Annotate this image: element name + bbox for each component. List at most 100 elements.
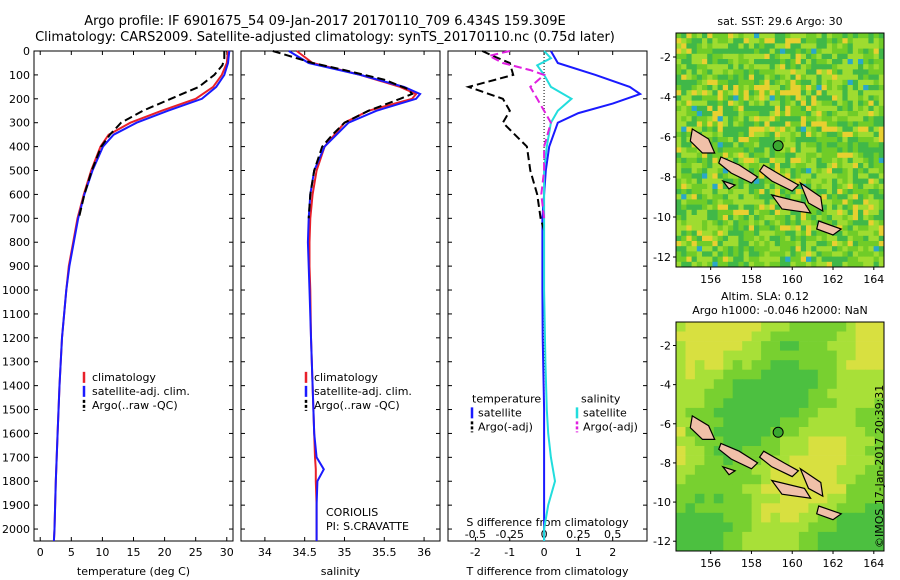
map-cell bbox=[847, 137, 854, 143]
map-cell bbox=[865, 417, 875, 428]
map-cell bbox=[712, 111, 718, 117]
map-cell bbox=[795, 251, 802, 257]
map-cell bbox=[733, 157, 739, 164]
map-cell bbox=[855, 369, 866, 380]
map-cell bbox=[743, 95, 750, 101]
map-cell bbox=[713, 379, 724, 390]
island-shape bbox=[815, 220, 843, 236]
map-cell bbox=[681, 215, 687, 221]
map-cell bbox=[774, 209, 781, 216]
map-cell bbox=[691, 251, 698, 257]
map-cell bbox=[847, 215, 854, 221]
map-cell bbox=[816, 215, 822, 221]
map-cell bbox=[676, 204, 682, 211]
map-cell bbox=[764, 64, 770, 70]
map-cell bbox=[855, 341, 866, 351]
map-cell bbox=[878, 64, 885, 70]
map-cell bbox=[722, 209, 729, 216]
map-cell bbox=[713, 493, 724, 504]
map-cell bbox=[874, 417, 885, 428]
map-cell bbox=[852, 194, 859, 200]
map-cell bbox=[868, 220, 874, 226]
map-cell bbox=[878, 85, 885, 91]
map-cell bbox=[863, 64, 869, 70]
map-cell bbox=[717, 48, 724, 55]
map-cell bbox=[852, 199, 859, 205]
map-cell bbox=[858, 38, 864, 44]
map-cell bbox=[686, 230, 692, 237]
map-cell bbox=[852, 137, 859, 143]
map-cell bbox=[728, 64, 734, 70]
map-cell bbox=[728, 173, 734, 179]
map-cell bbox=[846, 369, 857, 380]
map-cell bbox=[868, 189, 874, 195]
map-cell bbox=[759, 246, 765, 252]
map-cell bbox=[780, 220, 786, 226]
map-cell bbox=[754, 137, 760, 143]
map-cell bbox=[702, 43, 708, 49]
map-cell bbox=[789, 331, 800, 342]
map-cell bbox=[702, 152, 708, 159]
map-cell bbox=[764, 79, 770, 86]
map-cell bbox=[742, 331, 753, 342]
map-cell bbox=[811, 215, 817, 221]
map-cell bbox=[676, 173, 682, 179]
map-cell bbox=[816, 74, 822, 81]
map-cell bbox=[808, 512, 819, 523]
map-cell bbox=[832, 90, 838, 96]
map-cell bbox=[795, 142, 802, 148]
map-cell bbox=[748, 69, 755, 75]
map-cell bbox=[816, 251, 822, 257]
map-cell bbox=[722, 251, 729, 257]
map-cell bbox=[728, 85, 734, 91]
map-cell bbox=[676, 95, 682, 101]
map-cell bbox=[774, 64, 781, 70]
map-cell bbox=[858, 43, 864, 49]
map-cell bbox=[842, 230, 848, 237]
map-cell bbox=[686, 189, 692, 195]
map-cell bbox=[723, 379, 734, 390]
map-cell bbox=[785, 147, 791, 153]
map-cell bbox=[837, 147, 843, 153]
map-cell bbox=[774, 220, 781, 226]
map-cell bbox=[863, 163, 869, 169]
map-cell bbox=[863, 85, 869, 91]
map-cell bbox=[728, 116, 734, 122]
map-cell bbox=[821, 204, 828, 211]
x-tick-label: 156 bbox=[700, 557, 721, 570]
map-cell bbox=[873, 246, 880, 252]
map-cell bbox=[855, 474, 866, 485]
map-cell bbox=[686, 121, 692, 127]
map-cell bbox=[816, 105, 822, 112]
map-cell bbox=[836, 474, 847, 485]
map-cell bbox=[795, 90, 802, 96]
map-cell bbox=[847, 173, 854, 179]
map-cell bbox=[821, 235, 828, 242]
map-cell bbox=[846, 503, 857, 514]
map-cell bbox=[865, 379, 875, 390]
map-cell bbox=[790, 95, 796, 101]
map-cell bbox=[742, 350, 753, 361]
map-cell bbox=[686, 256, 692, 263]
map-cell bbox=[702, 85, 708, 91]
map-cell bbox=[826, 69, 833, 75]
map-cell bbox=[789, 436, 800, 447]
map-cell bbox=[743, 121, 750, 127]
y-tick-label: 1700 bbox=[2, 451, 30, 464]
map-cell bbox=[808, 493, 819, 504]
map-cell bbox=[759, 95, 765, 101]
map-cell bbox=[733, 183, 739, 190]
map-cell bbox=[764, 163, 770, 169]
map-cell bbox=[811, 43, 817, 49]
map-cell bbox=[717, 105, 724, 112]
map-cell bbox=[769, 209, 776, 216]
series-line bbox=[296, 50, 418, 541]
map-cell bbox=[764, 69, 770, 75]
map-cell bbox=[723, 331, 734, 342]
map-cell bbox=[826, 121, 833, 127]
map-cell bbox=[717, 74, 724, 81]
map-cell bbox=[874, 512, 885, 523]
map-cell bbox=[676, 90, 682, 96]
map-cell bbox=[808, 350, 819, 361]
map-cell bbox=[759, 126, 765, 133]
